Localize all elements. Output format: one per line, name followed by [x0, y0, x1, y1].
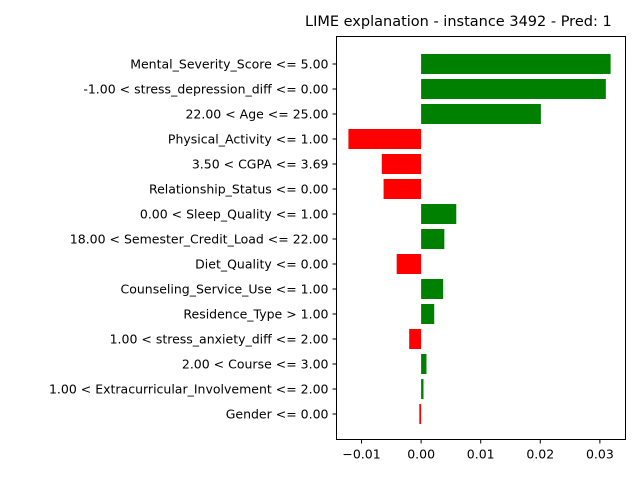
x-ticks-group: −0.01 0.00 0.01 0.02 0.03	[342, 439, 614, 462]
x-tick-label-2: 0.01	[467, 447, 495, 462]
bar-14	[419, 404, 422, 424]
bar-13	[421, 379, 424, 399]
bar-8	[396, 254, 422, 274]
bar-2	[421, 104, 541, 124]
bar-9	[421, 279, 444, 299]
y-tick-label-10: Residence_Type > 1.00	[183, 307, 328, 322]
bar-4	[381, 154, 422, 174]
y-tick-label-2: 22.00 < Age <= 25.00	[185, 107, 328, 122]
y-tick-label-0: Mental_Severity_Score <= 5.00	[130, 57, 328, 72]
y-tick-label-3: Physical_Activity <= 1.00	[168, 132, 329, 147]
bar-3	[348, 129, 422, 149]
y-tick-label-5: Relationship_Status <= 0.00	[149, 182, 329, 197]
bar-11	[409, 329, 422, 349]
bar-1	[421, 79, 606, 99]
bar-0	[421, 54, 611, 74]
y-tick-labels-group: Mental_Severity_Score <= 5.00 -1.00 < str…	[49, 57, 337, 422]
bar-7	[421, 229, 445, 249]
y-tick-label-9: Counseling_Service_Use <= 1.00	[120, 282, 328, 297]
y-tick-label-14: Gender <= 0.00	[226, 407, 329, 422]
chart-title: LIME explanation - instance 3492 - Pred:…	[305, 14, 612, 30]
y-tick-label-7: 18.00 < Semester_Credit_Load <= 22.00	[70, 232, 329, 247]
x-tick-label-3: 0.02	[526, 447, 554, 462]
y-tick-label-13: 1.00 < Extracurricular_Involvement <= 2.…	[49, 382, 329, 397]
bar-6	[421, 204, 457, 224]
y-tick-label-6: 0.00 < Sleep_Quality <= 1.00	[140, 207, 329, 222]
bar-12	[421, 354, 427, 374]
y-tick-label-1: -1.00 < stress_depression_diff <= 0.00	[83, 82, 328, 97]
x-tick-label-4: 0.03	[586, 447, 614, 462]
bar-10	[421, 304, 435, 324]
bar-5	[383, 179, 422, 199]
x-tick-label-0: −0.01	[342, 447, 380, 462]
y-tick-label-8: Diet_Quality <= 0.00	[195, 257, 328, 272]
bars-group	[348, 54, 611, 424]
plot-frame	[336, 36, 626, 440]
y-tick-label-11: 1.00 < stress_anxiety_diff <= 2.00	[110, 332, 329, 347]
y-tick-label-4: 3.50 < CGPA <= 3.69	[192, 157, 329, 172]
y-tick-label-12: 2.00 < Course <= 3.00	[182, 357, 329, 372]
x-tick-label-1: 0.00	[407, 447, 435, 462]
